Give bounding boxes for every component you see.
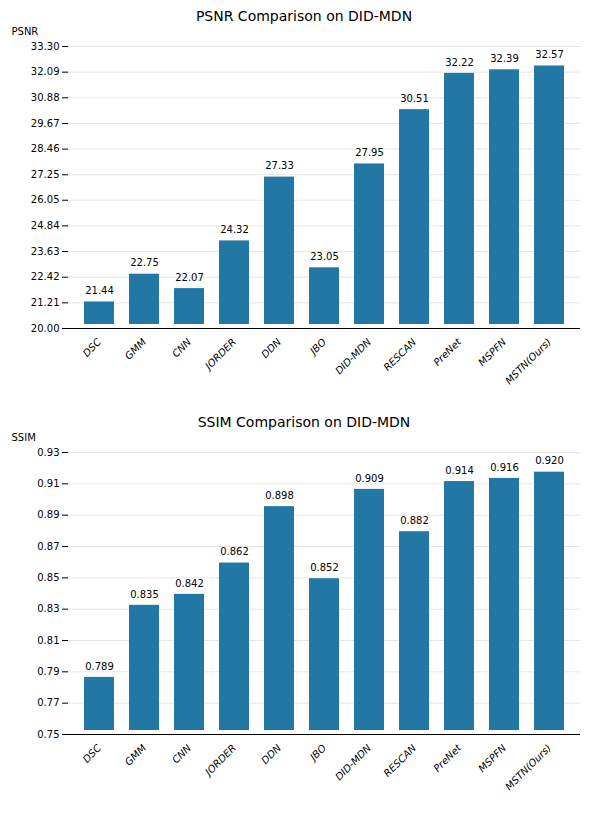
svg-text:0.852: 0.852 xyxy=(310,562,339,573)
svg-text:0.93: 0.93 xyxy=(37,447,59,458)
svg-text:32.22: 32.22 xyxy=(445,57,474,68)
svg-text:0.91: 0.91 xyxy=(37,478,59,489)
svg-text:GMM: GMM xyxy=(123,336,149,362)
svg-text:0.83: 0.83 xyxy=(37,603,59,614)
svg-text:22.07: 22.07 xyxy=(175,272,204,283)
svg-text:0.77: 0.77 xyxy=(37,697,59,708)
svg-text:SSIM: SSIM xyxy=(12,432,36,443)
svg-text:0.85: 0.85 xyxy=(37,572,59,583)
svg-text:PSNR: PSNR xyxy=(12,26,39,37)
svg-text:0.909: 0.909 xyxy=(355,473,384,484)
svg-text:0.835: 0.835 xyxy=(130,589,159,600)
html-text:SSIM Comparison on DID-MDN: SSIM Comparison on DID-MDN xyxy=(197,414,411,430)
svg-text:0.920: 0.920 xyxy=(535,455,564,466)
svg-text:0.898: 0.898 xyxy=(265,490,294,501)
svg-text:32.39: 32.39 xyxy=(490,53,519,64)
svg-text:JBO: JBO xyxy=(306,742,328,764)
svg-text:0.914: 0.914 xyxy=(445,465,474,476)
svg-text:26.05: 26.05 xyxy=(31,194,60,205)
svg-text:PreNet: PreNet xyxy=(431,335,463,367)
svg-text:20.00: 20.00 xyxy=(31,323,60,334)
svg-text:MSTN(Ours): MSTN(Ours) xyxy=(503,336,553,386)
svg-text:24.32: 24.32 xyxy=(220,224,249,235)
svg-text:27.25: 27.25 xyxy=(31,169,60,180)
svg-text:21.44: 21.44 xyxy=(85,285,114,296)
svg-text:DDN: DDN xyxy=(259,336,283,360)
svg-text:27.95: 27.95 xyxy=(355,147,384,158)
svg-text:0.81: 0.81 xyxy=(37,635,59,646)
svg-text:CNN: CNN xyxy=(170,742,194,766)
html-text:PSNR Comparison on DID-MDN: PSNR Comparison on DID-MDN xyxy=(195,8,413,24)
svg-text:27.33: 27.33 xyxy=(265,160,294,171)
svg-text:0.789: 0.789 xyxy=(85,661,114,672)
svg-text:RESCAN: RESCAN xyxy=(381,742,418,779)
svg-text:0.87: 0.87 xyxy=(37,541,59,552)
svg-text:MSTN(Ours): MSTN(Ours) xyxy=(503,742,553,792)
svg-text:33.30: 33.30 xyxy=(31,41,60,52)
svg-text:DID-MDN: DID-MDN xyxy=(333,742,374,783)
svg-text:22.42: 22.42 xyxy=(31,271,60,282)
svg-text:DSC: DSC xyxy=(81,742,104,765)
svg-text:23.63: 23.63 xyxy=(31,246,60,257)
svg-text:30.88: 30.88 xyxy=(31,92,60,103)
svg-text:0.75: 0.75 xyxy=(37,729,59,740)
svg-text:23.05: 23.05 xyxy=(310,251,339,262)
svg-text:32.09: 32.09 xyxy=(31,66,60,77)
svg-text:JORDER: JORDER xyxy=(202,336,239,373)
svg-text:32.57: 32.57 xyxy=(535,49,564,60)
svg-text:24.84: 24.84 xyxy=(31,220,60,231)
svg-text:JORDER: JORDER xyxy=(202,742,239,779)
svg-text:30.51: 30.51 xyxy=(400,93,429,104)
svg-text:0.862: 0.862 xyxy=(220,546,249,557)
svg-text:0.916: 0.916 xyxy=(490,462,519,473)
svg-text:0.842: 0.842 xyxy=(175,578,204,589)
svg-text:MSPFN: MSPFN xyxy=(476,336,508,368)
svg-text:0.882: 0.882 xyxy=(400,515,429,526)
svg-text:RESCAN: RESCAN xyxy=(381,336,418,373)
svg-text:DSC: DSC xyxy=(81,336,104,359)
svg-text:DID-MDN: DID-MDN xyxy=(333,336,374,377)
svg-text:GMM: GMM xyxy=(123,742,149,768)
svg-text:PreNet: PreNet xyxy=(431,741,463,773)
svg-text:MSPFN: MSPFN xyxy=(476,742,508,774)
svg-text:CNN: CNN xyxy=(170,336,194,360)
svg-text:21.21: 21.21 xyxy=(31,297,60,308)
svg-text:29.67: 29.67 xyxy=(31,118,60,129)
svg-text:22.75: 22.75 xyxy=(130,257,159,268)
svg-text:JBO: JBO xyxy=(306,336,328,358)
svg-text:DDN: DDN xyxy=(259,742,283,766)
svg-text:0.89: 0.89 xyxy=(37,509,59,520)
svg-text:28.46: 28.46 xyxy=(31,143,60,154)
svg-text:0.79: 0.79 xyxy=(37,666,59,677)
